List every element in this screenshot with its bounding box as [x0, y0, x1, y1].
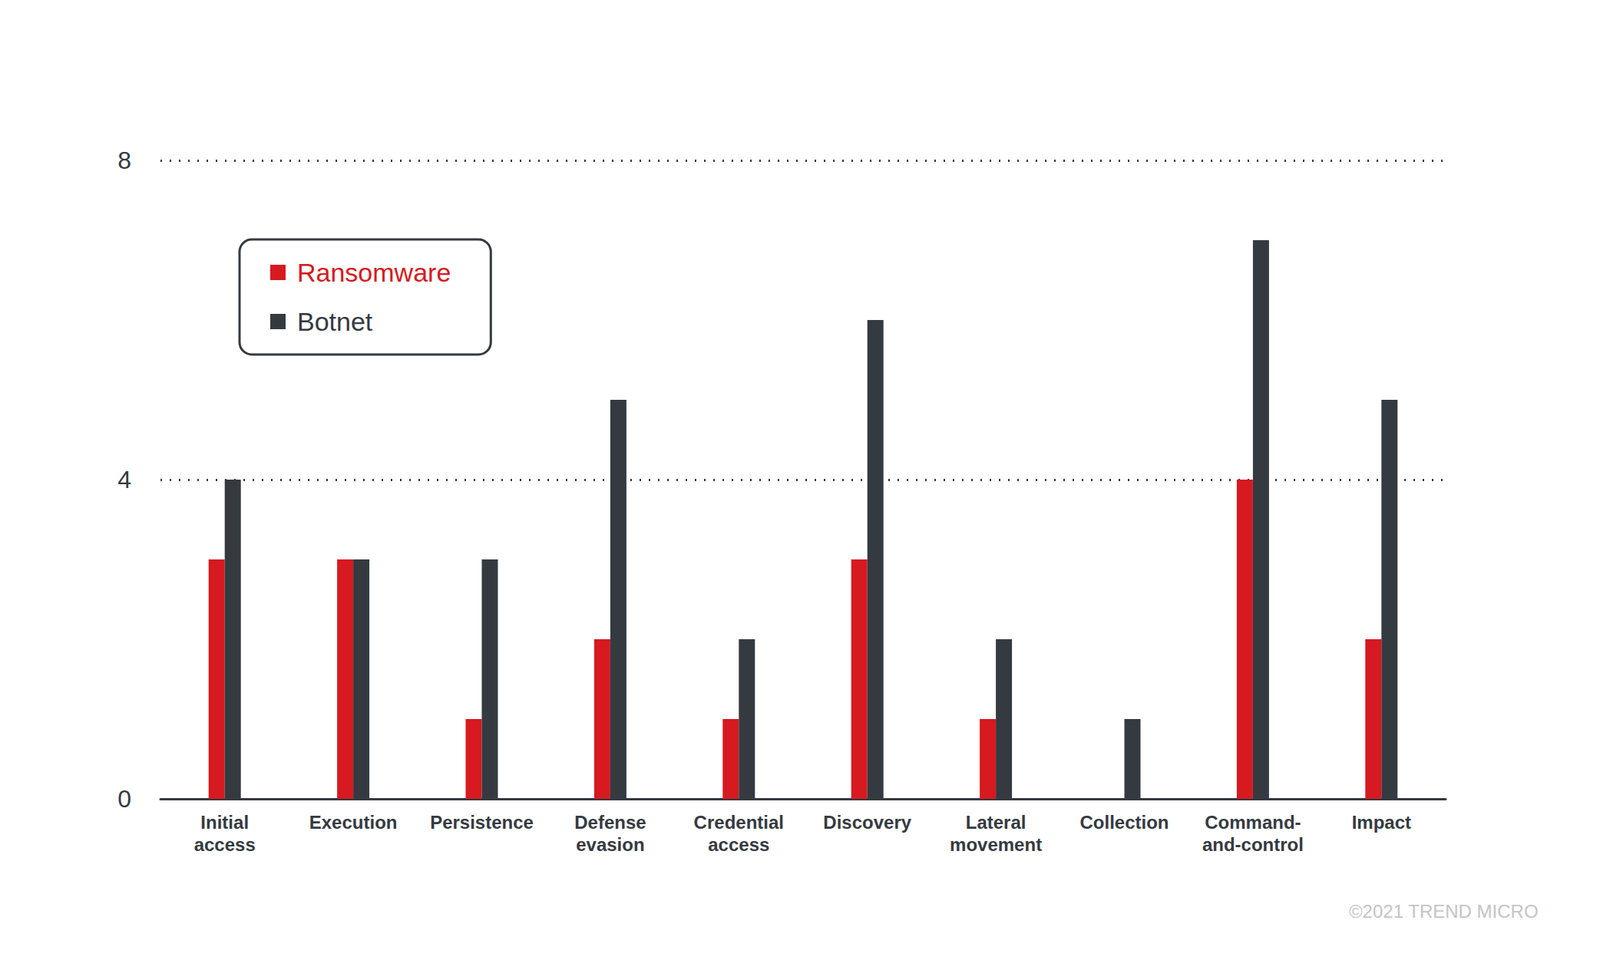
svg-text:Impact: Impact [1352, 812, 1412, 834]
svg-text:and-control: and-control [1202, 834, 1304, 856]
svg-text:Credential: Credential [694, 812, 784, 834]
svg-text:Botnet: Botnet [297, 307, 374, 337]
svg-text:Persistence: Persistence [429, 812, 534, 834]
svg-text:movement: movement [949, 834, 1042, 856]
svg-text:Command-: Command- [1204, 812, 1301, 834]
svg-text:Execution: Execution [309, 812, 398, 834]
svg-text:Defense: Defense [574, 812, 646, 834]
svg-text:8: 8 [117, 146, 132, 175]
svg-text:access: access [707, 834, 770, 856]
svg-text:Lateral: Lateral [965, 812, 1027, 834]
svg-text:Ransomware: Ransomware [297, 257, 451, 288]
svg-text:access: access [194, 834, 256, 856]
svg-text:Discovery: Discovery [823, 812, 912, 834]
svg-text:0: 0 [117, 785, 132, 814]
svg-text:©2021 TREND MICRO: ©2021 TREND MICRO [1348, 901, 1539, 923]
svg-text:4: 4 [117, 466, 132, 494]
svg-text:evasion: evasion [575, 834, 645, 856]
svg-text:Collection: Collection [1079, 812, 1169, 834]
svg-text:Initial: Initial [200, 812, 249, 834]
